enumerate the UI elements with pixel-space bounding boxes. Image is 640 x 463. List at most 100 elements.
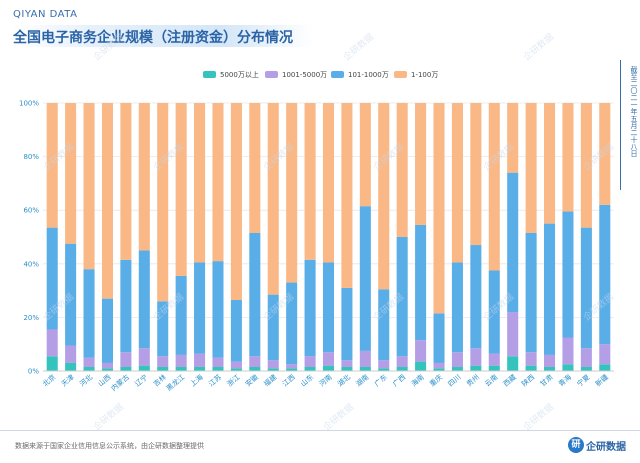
bar-segment (267, 103, 279, 295)
y-tick-label: 60% (23, 207, 39, 215)
bar-segment (194, 353, 206, 367)
bar-segment (212, 366, 224, 371)
bar-segment (46, 329, 58, 357)
bar-segment (562, 337, 574, 365)
bar-segment (562, 103, 574, 212)
bar-segment (580, 348, 592, 367)
bar-segment (507, 312, 519, 357)
bar-segment (65, 345, 77, 363)
bar-segment (249, 356, 261, 367)
bar-segment (322, 103, 335, 263)
bar-segment (415, 103, 427, 225)
x-tick-label: 广西 (391, 372, 408, 388)
x-tick-label: 新疆 (593, 372, 610, 388)
x-tick-label: 江苏 (207, 372, 224, 388)
bar-segment (249, 366, 261, 371)
bar-segment (580, 366, 592, 371)
bar-segment (599, 344, 611, 365)
bar-segment (378, 103, 390, 290)
x-tick-label: 重庆 (428, 372, 445, 388)
bar-segment (415, 340, 427, 362)
bar-segment (304, 259, 316, 357)
bar-segment (83, 357, 95, 367)
bar-segment (470, 103, 482, 246)
x-tick-label: 四川 (447, 373, 463, 388)
bar-segment (525, 352, 537, 366)
bar-segment (249, 103, 261, 233)
bar-segment (194, 366, 206, 371)
bar-segment (267, 368, 279, 371)
bar-segment (230, 299, 242, 362)
bar-segment (120, 103, 132, 260)
legend-swatch (203, 71, 216, 78)
x-tick-label: 福建 (262, 372, 279, 388)
bar-segment (120, 259, 132, 353)
bar-segment (322, 262, 335, 353)
bar-segment (322, 365, 335, 371)
y-tick-label: 0% (28, 368, 39, 376)
bar-segment (470, 348, 482, 366)
x-tick-label: 安徽 (243, 372, 260, 388)
legend-item-5000plus: 5000万以上 (203, 69, 259, 81)
x-tick-label: 陕西 (520, 372, 537, 388)
bar-segment (378, 360, 390, 369)
bar-segment (212, 103, 224, 262)
bar-segment (488, 353, 500, 366)
x-tick-label: 河南 (317, 372, 334, 388)
bar-segment (83, 103, 95, 270)
bar-segment (341, 360, 353, 367)
bar-segment (101, 103, 113, 299)
bar-segment (212, 261, 224, 358)
bar-segment (212, 357, 224, 367)
bar-segment (378, 289, 390, 361)
bar-segment (267, 360, 279, 369)
bar-segment (267, 294, 279, 361)
bar-segment (65, 243, 77, 346)
bar-segment (378, 368, 390, 371)
bar-segment (120, 366, 132, 371)
bar-segment (65, 362, 77, 371)
x-tick-label: 江西 (281, 373, 297, 388)
x-tick-label: 上海 (188, 372, 205, 388)
bar-segment (544, 223, 556, 355)
bar-segment (286, 368, 298, 371)
chart-legend: 5000万以上 1001-5000万 101-1000万 1-100万 (0, 69, 640, 81)
bar-segment (433, 362, 445, 369)
bar-segment (544, 354, 556, 367)
bar-segment (599, 204, 611, 345)
legend-swatch (394, 71, 407, 78)
bar-segment (562, 364, 574, 371)
bar-segment (175, 275, 187, 355)
x-tick-label: 北京 (41, 372, 58, 388)
bar-segment (488, 270, 500, 354)
y-tick-label: 100% (19, 100, 39, 108)
x-tick-label: 天津 (60, 373, 76, 388)
bar-segment (599, 103, 611, 205)
bar-segment (451, 366, 463, 371)
x-tick-label: 辽宁 (133, 372, 150, 388)
bar-segment (65, 103, 77, 244)
bar-segment (322, 352, 335, 366)
x-tick-label: 贵州 (464, 372, 481, 388)
x-tick-label: 西藏 (501, 372, 518, 388)
x-tick-label: 河北 (78, 373, 94, 388)
bar-segment (138, 365, 150, 371)
bar-segment (157, 356, 169, 367)
bar-segment (83, 366, 95, 371)
x-tick-label: 甘肃 (538, 372, 555, 388)
bar-segment (46, 227, 58, 330)
bar-segment (157, 103, 169, 302)
x-tick-label: 广东 (372, 372, 389, 388)
bar-segment (194, 262, 206, 354)
bar-segment (194, 103, 206, 263)
x-tick-label: 云南 (483, 372, 500, 388)
bar-segment (396, 356, 408, 367)
bar-segment (433, 368, 445, 371)
legend-item-101-1000: 101-1000万 (331, 69, 389, 81)
bar-segment (138, 103, 150, 251)
bar-segment (341, 103, 353, 288)
bar-segment (359, 103, 371, 207)
bar-segment (157, 366, 169, 371)
bar-segment (101, 298, 113, 363)
data-source-note: 数据来源于国家企业信用信息公示系统，由企研数据整理提供 (15, 442, 204, 450)
